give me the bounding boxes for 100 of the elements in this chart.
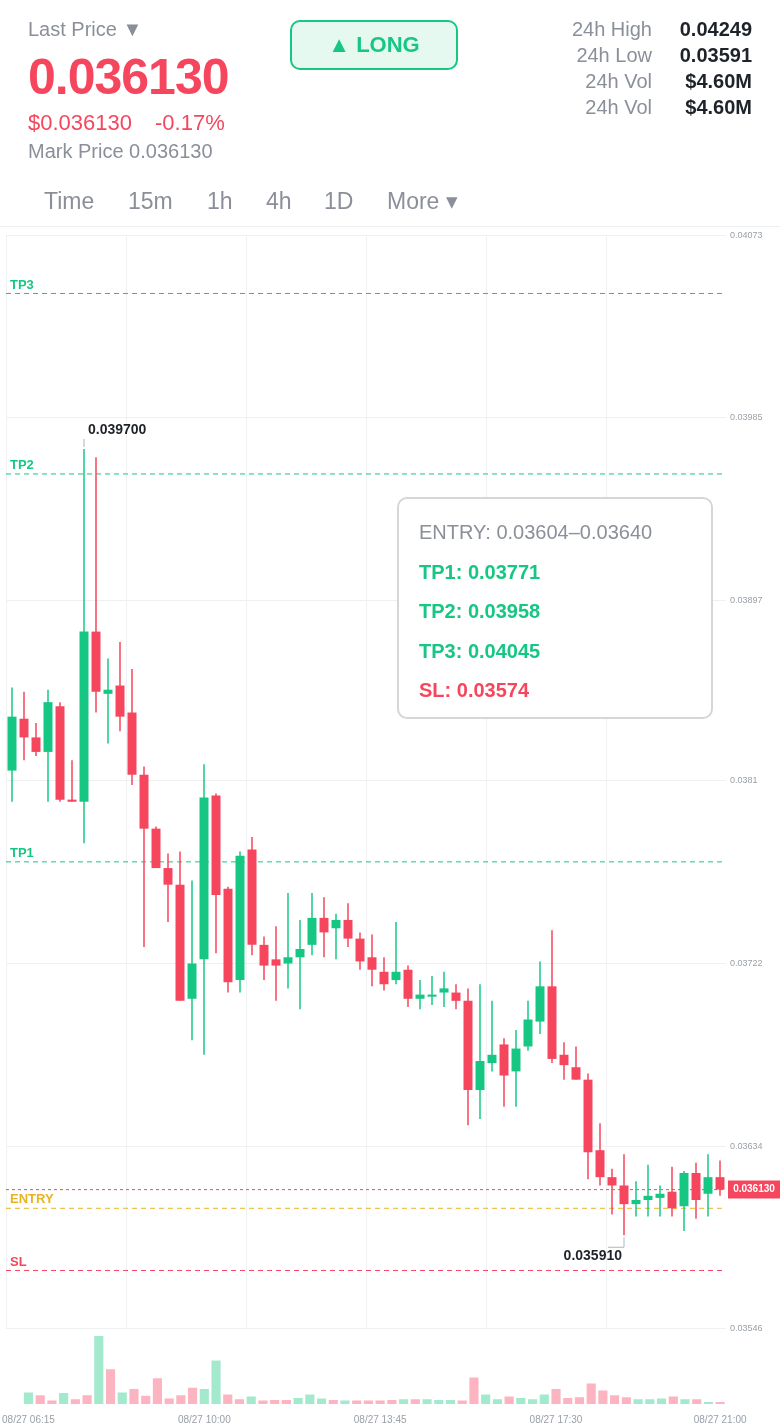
candlestick bbox=[439, 971, 449, 1008]
bar bbox=[281, 1399, 291, 1404]
bar bbox=[703, 1401, 713, 1404]
text: 24h Low bbox=[576, 44, 652, 67]
bar bbox=[434, 1399, 444, 1404]
bar bbox=[270, 1399, 280, 1404]
y-tick-label: 0.03985 bbox=[730, 412, 763, 423]
text: 0.03591 bbox=[679, 44, 752, 67]
bar bbox=[469, 1377, 479, 1404]
bar bbox=[656, 1398, 667, 1404]
bar bbox=[621, 1397, 631, 1404]
bar bbox=[59, 1393, 69, 1404]
candlestick bbox=[319, 897, 329, 958]
candlestick bbox=[67, 760, 77, 802]
y-tick-label: 0.03722 bbox=[730, 957, 763, 968]
ref-line-label: TP3 bbox=[10, 276, 34, 292]
bar bbox=[598, 1390, 608, 1404]
text: Time bbox=[44, 188, 95, 215]
bar bbox=[129, 1389, 139, 1404]
text: $4.60M bbox=[685, 70, 752, 93]
bar bbox=[504, 1396, 514, 1404]
bar bbox=[692, 1399, 702, 1404]
candlestick bbox=[643, 1164, 653, 1217]
annotation: TP1: 0.03771 bbox=[419, 559, 542, 585]
bar bbox=[340, 1400, 350, 1404]
bar bbox=[574, 1397, 585, 1404]
candlestick bbox=[655, 1185, 665, 1217]
bar bbox=[258, 1400, 268, 1404]
bar bbox=[410, 1399, 420, 1404]
y-tick-label: 0.03634 bbox=[730, 1140, 763, 1151]
text: $0.036130 bbox=[28, 110, 132, 136]
text: 24h Vol bbox=[585, 70, 652, 93]
annotation: 0.035910 bbox=[563, 1247, 623, 1264]
candlestick bbox=[475, 984, 485, 1120]
candlestick bbox=[415, 980, 425, 1010]
ref-line-label: SL bbox=[10, 1253, 27, 1269]
ref-line-label: ENTRY bbox=[10, 1191, 54, 1207]
text: 15m bbox=[128, 188, 173, 215]
bar bbox=[35, 1395, 45, 1404]
bar bbox=[293, 1397, 303, 1404]
bar bbox=[105, 1369, 116, 1404]
text: 1D bbox=[324, 188, 354, 215]
y-tick-label: 0.0381 bbox=[730, 775, 758, 786]
candlestick bbox=[283, 892, 293, 989]
bar bbox=[563, 1397, 573, 1404]
candlestick bbox=[559, 1042, 569, 1080]
bar bbox=[316, 1398, 327, 1404]
candlestick bbox=[295, 919, 305, 1010]
bar bbox=[539, 1394, 549, 1404]
x-tick-label: 08/27 10:00 bbox=[177, 1413, 232, 1425]
candlestick bbox=[451, 984, 461, 1010]
x-tick-label: 08/27 17:30 bbox=[529, 1413, 583, 1425]
bar bbox=[445, 1399, 456, 1404]
bar bbox=[680, 1399, 690, 1404]
annotation: 0.039700 bbox=[88, 420, 147, 437]
bar bbox=[164, 1398, 174, 1404]
text: 0.04249 bbox=[679, 18, 752, 41]
candlestick bbox=[139, 766, 149, 947]
text: 1h bbox=[207, 188, 233, 215]
bar bbox=[141, 1395, 151, 1404]
bar bbox=[223, 1394, 233, 1404]
annotation: TP2: 0.03958 bbox=[419, 599, 542, 624]
text: Mark Price 0.036130 bbox=[28, 140, 213, 163]
candlestick bbox=[367, 934, 377, 987]
bar bbox=[422, 1399, 432, 1404]
bar bbox=[586, 1383, 596, 1404]
ref-line-label: 0.036130 bbox=[733, 1183, 776, 1195]
candlestick bbox=[703, 1154, 713, 1217]
bar bbox=[668, 1396, 678, 1404]
text: Last Price ▼ bbox=[28, 18, 143, 41]
bar bbox=[23, 1392, 34, 1404]
text: 24h Vol bbox=[585, 96, 652, 119]
candlestick bbox=[331, 913, 341, 960]
y-tick-label: 0.03897 bbox=[730, 594, 763, 605]
bar bbox=[188, 1387, 198, 1404]
bar bbox=[211, 1360, 221, 1404]
ref-line-label: TP1 bbox=[10, 844, 34, 860]
text: -0.17% bbox=[155, 110, 225, 136]
ref-line-label: TP2 bbox=[10, 457, 34, 473]
x-tick-label: 08/27 06:15 bbox=[2, 1413, 56, 1425]
bar bbox=[399, 1399, 409, 1404]
text: 24h High bbox=[571, 18, 652, 41]
bar bbox=[152, 1378, 162, 1404]
bar bbox=[305, 1394, 315, 1404]
text: More ▾ bbox=[387, 188, 458, 215]
bar bbox=[176, 1395, 186, 1404]
bar bbox=[94, 1336, 104, 1404]
bar bbox=[117, 1392, 127, 1404]
bar bbox=[70, 1399, 80, 1404]
candlestick bbox=[103, 658, 113, 744]
candlestick bbox=[631, 1181, 641, 1217]
bar bbox=[610, 1395, 620, 1404]
candlestick bbox=[487, 1000, 497, 1072]
bar bbox=[633, 1399, 643, 1404]
bar bbox=[387, 1399, 397, 1404]
candlestick bbox=[391, 922, 401, 985]
x-tick-label: 08/27 21:00 bbox=[693, 1413, 747, 1425]
bar bbox=[551, 1389, 561, 1404]
bar bbox=[246, 1396, 256, 1404]
bar bbox=[234, 1399, 245, 1404]
